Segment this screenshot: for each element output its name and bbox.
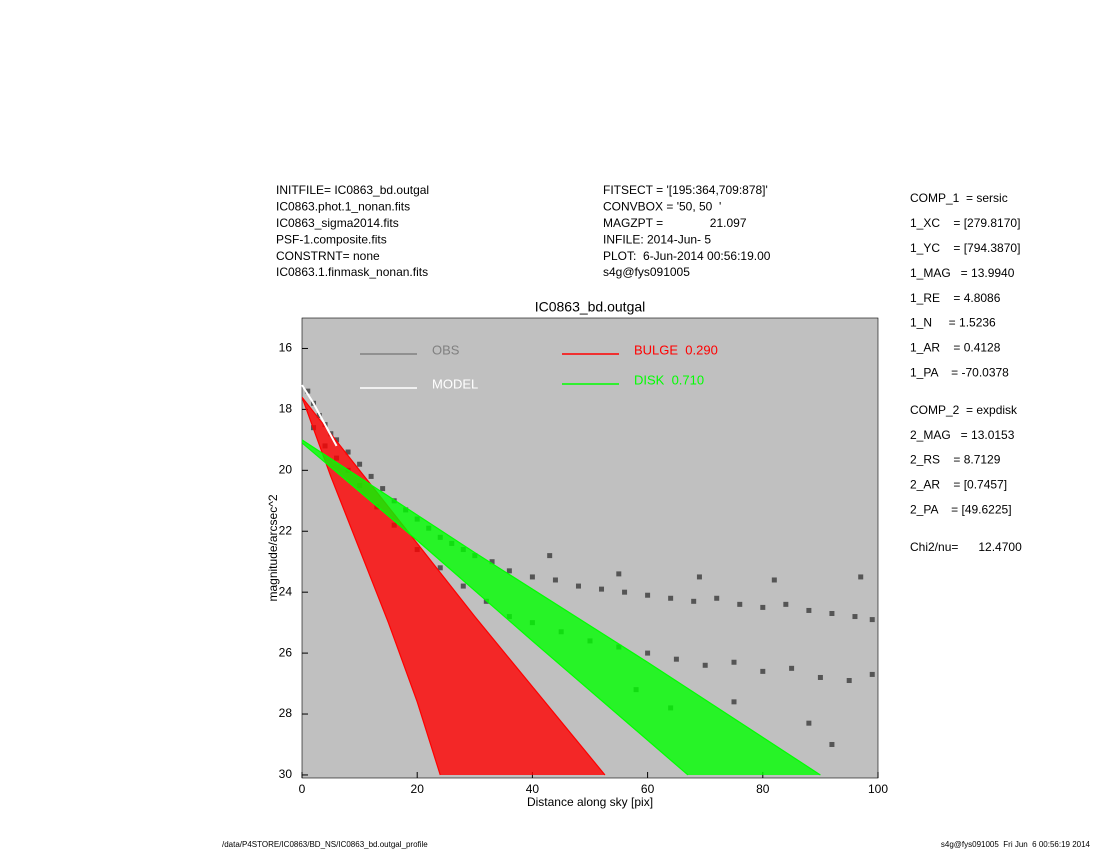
header-line: IC0863_sigma2014.fits [276, 216, 399, 230]
param: 2_PA = [49.6225] [910, 502, 1012, 516]
y-tick-label: 16 [279, 341, 293, 355]
obs-point [616, 571, 622, 577]
header-line: MAGZPT = 21.097 [603, 216, 747, 230]
param: 1_PA = -70.0378 [910, 365, 1009, 379]
obs-point [489, 559, 495, 565]
param: 1_XC = [279.8170] [910, 216, 1020, 230]
obs-point [869, 671, 875, 677]
obs-point [460, 583, 466, 589]
obs-point [783, 601, 789, 607]
param: COMP_2 = expdisk [910, 403, 1018, 417]
y-tick-label: 28 [279, 706, 293, 720]
obs-point [806, 720, 812, 726]
obs-point [760, 604, 766, 610]
obs-point [731, 659, 737, 665]
param: 1_MAG = 13.9940 [910, 266, 1015, 280]
obs-point [869, 617, 875, 623]
obs-point [731, 699, 737, 705]
footer-right: s4g@fys091005 Fri Jun 6 00:56:19 2014 [941, 840, 1091, 849]
obs-point [673, 656, 679, 662]
band-fill [302, 397, 605, 775]
obs-point [645, 592, 651, 598]
footer-left: /data/P4STORE/IC0863/BD_NS/IC0863_bd.out… [222, 840, 428, 849]
obs-point [691, 598, 697, 604]
y-tick-label: 22 [279, 523, 293, 537]
obs-point [305, 388, 311, 394]
obs-point [789, 665, 795, 671]
y-tick-label: 20 [279, 462, 293, 476]
obs-point [334, 437, 340, 443]
param: 1_N = 1.5236 [910, 316, 996, 330]
param: COMP_1 = sersic [910, 191, 1008, 205]
model-line [301, 384, 338, 447]
param: 2_AR = [0.7457] [910, 478, 1007, 492]
y-tick-label: 18 [279, 402, 293, 416]
param: 2_RS = 8.7129 [910, 453, 1001, 467]
obs-point [817, 674, 823, 680]
x-tick-label: 80 [756, 782, 770, 796]
header-line: IC0863.1.finmask_nonan.fits [276, 265, 428, 279]
obs-point [645, 650, 651, 656]
param: Chi2/nu= 12.4700 [910, 540, 1022, 554]
x-tick-label: 20 [411, 782, 425, 796]
x-tick-label: 0 [299, 782, 306, 796]
obs-point [714, 595, 720, 601]
param: 1_RE = 4.8086 [910, 291, 1001, 305]
obs-point [437, 565, 443, 571]
x-tick-label: 40 [526, 782, 540, 796]
obs-point [368, 473, 374, 479]
x-tick-label: 100 [868, 782, 888, 796]
band-edge [302, 439, 821, 776]
header-line: CONVBOX = '50, 50 ' [603, 200, 721, 214]
obs-point [575, 583, 581, 589]
legend-label: BULGE 0.290 [634, 342, 718, 357]
obs-point [737, 601, 743, 607]
header-line: PLOT: 6-Jun-2014 00:56:19.00 [603, 249, 771, 263]
header-line: FITSECT = '[195:364,709:878]' [603, 183, 768, 197]
obs-point [357, 461, 363, 467]
obs-point [599, 586, 605, 592]
header-line: PSF-1.composite.fits [276, 232, 387, 246]
obs-point [668, 595, 674, 601]
x-axis-label: Distance along sky [pix] [527, 795, 653, 809]
header-line: INFILE: 2014-Jun- 5 [603, 232, 711, 246]
obs-point [506, 568, 512, 574]
legend-label: DISK 0.710 [634, 372, 704, 387]
band-edge [302, 442, 689, 776]
obs-point [852, 614, 858, 620]
obs-point [829, 741, 835, 747]
header-line: s4g@fys091005 [603, 265, 690, 279]
y-tick-label: 26 [279, 645, 293, 659]
band-edge [302, 396, 606, 776]
obs-point [380, 486, 386, 492]
obs-point [806, 607, 812, 613]
param: 1_AR = 0.4128 [910, 341, 1001, 355]
legend-label: MODEL [432, 376, 478, 391]
obs-point [529, 574, 535, 580]
header-line: INITFILE= IC0863_bd.outgal [276, 183, 429, 197]
obs-point [345, 449, 351, 455]
param: 2_MAG = 13.0153 [910, 428, 1015, 442]
obs-point [846, 678, 852, 684]
obs-point [552, 577, 558, 583]
y-tick-label: 30 [279, 767, 293, 781]
header-line: IC0863.phot.1_nonan.fits [276, 200, 410, 214]
header-line: CONSTRNT= none [276, 249, 380, 263]
x-tick-label: 60 [641, 782, 655, 796]
obs-point [829, 610, 835, 616]
obs-point [696, 574, 702, 580]
y-axis-label: magnitude/arcsec^2 [266, 494, 280, 601]
obs-point [858, 574, 864, 580]
obs-point [760, 668, 766, 674]
band-fill [302, 439, 821, 775]
obs-point [622, 589, 628, 595]
chart-title: IC0863_bd.outgal [535, 299, 646, 315]
legend-label: OBS [432, 342, 460, 357]
y-tick-label: 24 [279, 584, 293, 598]
obs-point [771, 577, 777, 583]
obs-point [702, 662, 708, 668]
param: 1_YC = [794.3870] [910, 241, 1020, 255]
obs-point [547, 553, 553, 559]
